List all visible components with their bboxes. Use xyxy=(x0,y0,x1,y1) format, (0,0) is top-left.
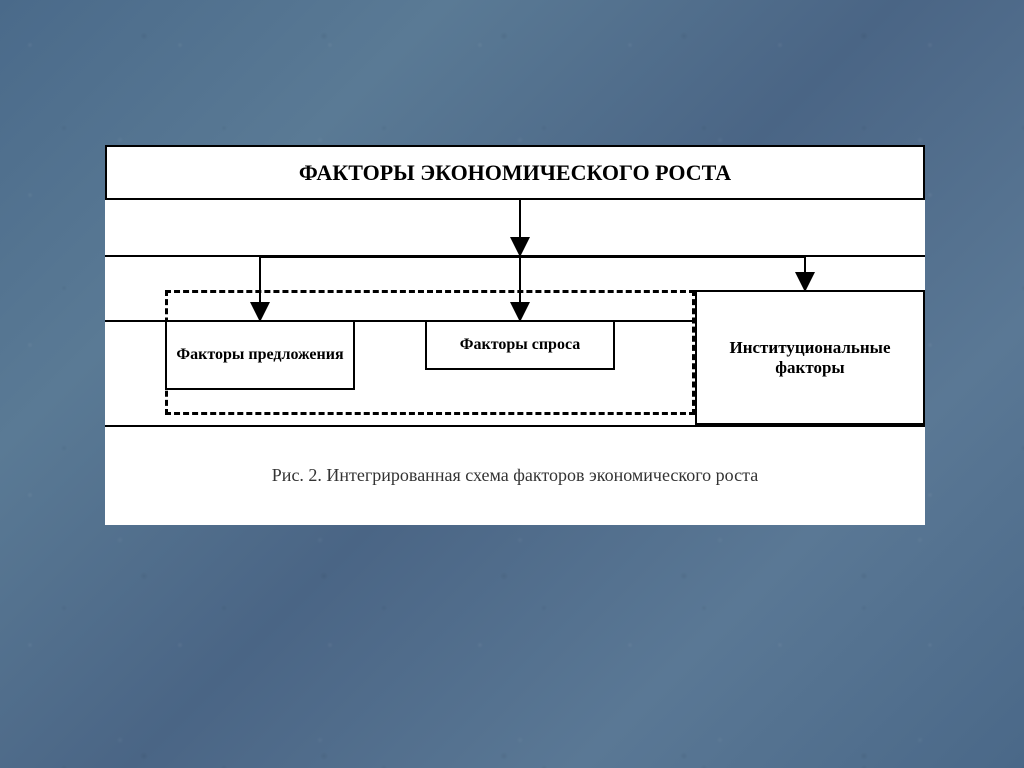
diagram-panel: ФАКТОРЫ ЭКОНОМИЧЕСКОГО РОСТА Факторы пре… xyxy=(105,145,925,525)
node-institutional-label: Институциональные факторы xyxy=(702,338,918,378)
horizontal-rule-3 xyxy=(105,425,925,427)
node-supply-label: Факторы предложения xyxy=(176,346,343,364)
diagram-caption: Рис. 2. Интегрированная схема факторов э… xyxy=(105,465,925,486)
node-demand-factors: Факторы спроса xyxy=(425,320,615,370)
diagram-title: ФАКТОРЫ ЭКОНОМИЧЕСКОГО РОСТА xyxy=(299,160,731,186)
diagram-title-box: ФАКТОРЫ ЭКОНОМИЧЕСКОГО РОСТА xyxy=(105,145,925,200)
horizontal-rule-1 xyxy=(105,255,925,257)
node-supply-factors: Факторы предложения xyxy=(165,320,355,390)
node-demand-label: Факторы спроса xyxy=(460,336,581,354)
node-institutional-factors: Институциональные факторы xyxy=(695,290,925,425)
